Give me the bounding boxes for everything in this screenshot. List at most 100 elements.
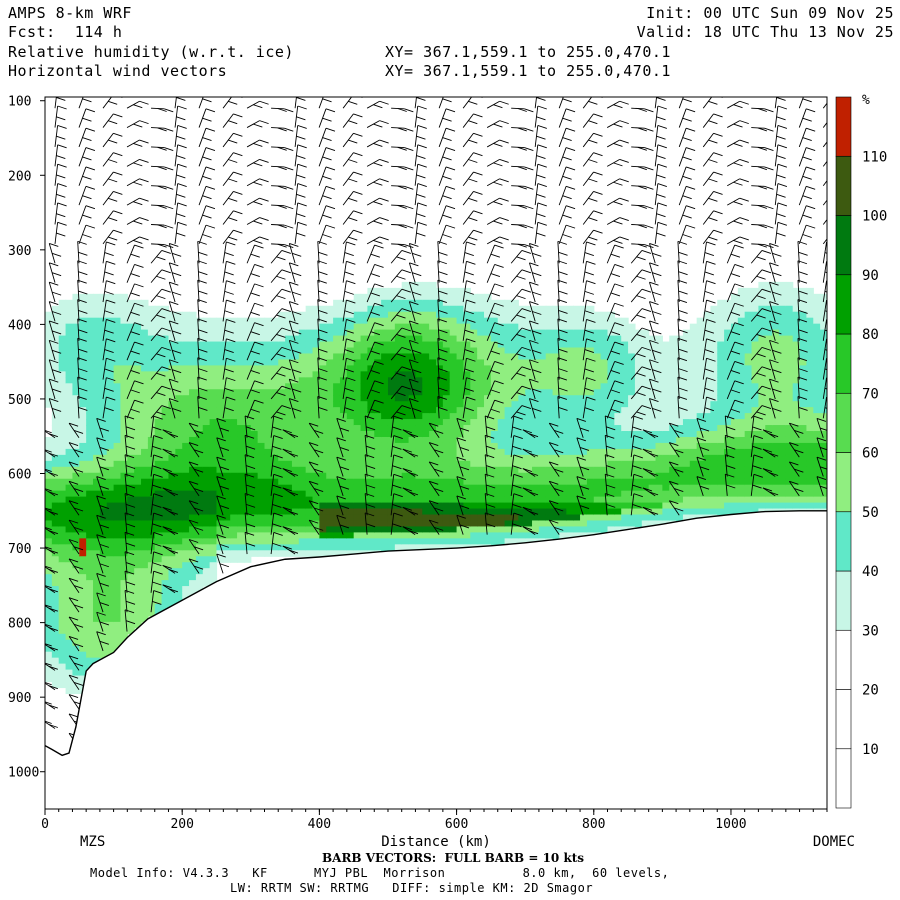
rh-cell: [367, 383, 375, 390]
rh-cell: [285, 472, 293, 480]
rh-cell: [141, 490, 149, 498]
rh-cell: [45, 323, 53, 331]
rh-cell: [387, 329, 396, 337]
rh-cell: [710, 341, 718, 349]
rh-cell: [360, 538, 369, 545]
rh-cell: [724, 353, 732, 361]
rh-cell: [250, 317, 259, 325]
rh-cell: [552, 305, 561, 313]
rh-cell: [387, 371, 396, 378]
rh-cell: [298, 329, 307, 337]
rh-cell: [518, 502, 526, 510]
rh-cell: [744, 323, 753, 331]
rh-cell: [600, 377, 609, 384]
rh-cell: [285, 454, 293, 462]
rh-cell: [271, 496, 279, 504]
rh-cell: [189, 383, 197, 390]
rh-cell: [538, 514, 547, 522]
rh-cell: [93, 413, 101, 420]
rh-cell: [497, 431, 506, 438]
rh-cell: [463, 365, 471, 372]
rh-cell: [58, 484, 67, 492]
rh-cell: [65, 460, 74, 468]
rh-cell: [799, 305, 808, 313]
rh-cell: [86, 431, 94, 438]
rh-cell: [669, 478, 677, 486]
rh-cell: [436, 353, 444, 361]
rh-cell: [449, 508, 458, 516]
rh-cell: [566, 341, 574, 349]
rh-cell: [703, 353, 711, 361]
rh-cell: [463, 383, 471, 390]
rh-cell: [291, 365, 300, 372]
rh-cell: [168, 532, 176, 539]
rh-cell: [490, 532, 499, 539]
rh-cell: [394, 317, 403, 325]
rh-cell: [751, 419, 760, 426]
rh-cell: [662, 419, 670, 426]
rh-cell: [243, 550, 252, 557]
rh-cell: [470, 305, 478, 313]
rh-cell: [209, 478, 218, 486]
rh-cell: [751, 383, 760, 390]
rh-cell: [662, 365, 670, 372]
rh-cell: [676, 460, 684, 468]
rh-cell: [538, 377, 547, 384]
rh-cell: [360, 532, 369, 539]
rh-cell: [271, 466, 279, 474]
rh-cell: [538, 347, 547, 355]
rh-cell: [278, 502, 286, 510]
rh-cell: [813, 419, 821, 426]
rh-cell: [250, 544, 259, 551]
rh-cell: [367, 526, 375, 534]
rh-cell: [676, 502, 684, 510]
rh-cell: [333, 484, 341, 492]
rh-cell: [216, 478, 224, 486]
rh-cell: [216, 431, 224, 438]
rh-cell: [141, 556, 149, 563]
rh-cell: [772, 377, 780, 384]
rh-cell: [436, 520, 444, 528]
rh-cell: [813, 323, 821, 331]
rh-cell: [703, 419, 711, 426]
rh-cell: [566, 383, 574, 390]
rh-cell: [106, 353, 115, 361]
rh-cell: [182, 496, 190, 504]
rh-cell: [127, 431, 135, 438]
rh-cell: [51, 442, 60, 450]
rh-cell: [696, 371, 705, 378]
rh-cell: [195, 371, 204, 378]
rh-cell: [607, 395, 615, 402]
rh-cell: [682, 419, 691, 426]
rh-cell: [86, 293, 94, 301]
rh-cell: [765, 448, 773, 456]
rh-cell: [99, 538, 108, 545]
rh-cell: [442, 448, 451, 456]
rh-cell: [484, 401, 492, 408]
rh-cell: [477, 532, 485, 539]
rh-cell: [346, 472, 355, 480]
rh-cell: [436, 454, 444, 462]
rh-cell: [305, 335, 314, 343]
rh-cell: [387, 335, 396, 343]
rh-cell: [806, 460, 814, 468]
rh-cell: [689, 341, 698, 349]
rh-cell: [566, 496, 574, 504]
rh-cell: [676, 407, 684, 414]
rh-cell: [243, 341, 252, 349]
rh-cell: [648, 407, 657, 414]
rh-cell: [113, 431, 122, 438]
rh-cell: [538, 383, 547, 390]
rh-cell: [99, 359, 108, 366]
rh-cell: [367, 389, 375, 396]
rh-cell: [586, 514, 595, 522]
rh-cell: [799, 329, 808, 337]
rh-cell: [367, 496, 375, 504]
rh-cell: [600, 484, 609, 492]
rh-cell: [237, 377, 245, 384]
rh-cell: [573, 466, 581, 474]
rh-cell: [278, 538, 286, 545]
rh-cell: [744, 389, 753, 396]
rh-cell: [381, 496, 389, 504]
rh-cell: [566, 353, 574, 361]
